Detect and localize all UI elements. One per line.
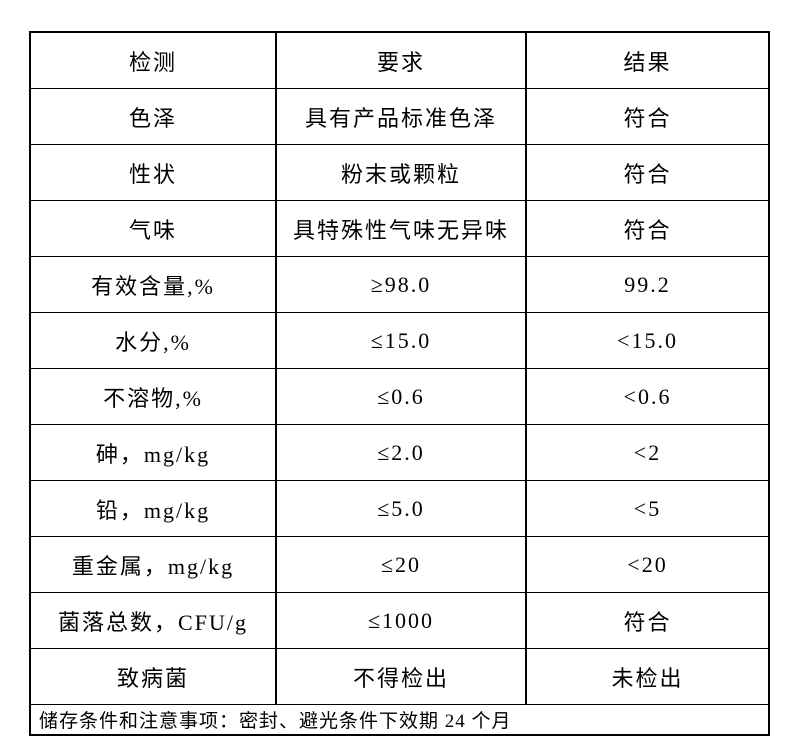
item-cell: 致病菌 [29,648,277,705]
requirement-cell: ≤5.0 [275,480,527,537]
item-cell: 铅，mg/kg [29,480,277,537]
item-cell: 气味 [29,200,277,257]
result-cell: 符合 [525,592,770,649]
result-cell: 符合 [525,88,770,145]
header-cell-inspection: 检测 [29,31,277,89]
result-cell: <0.6 [525,368,770,425]
table-header-row: 检测 要求 结果 [29,31,770,89]
table-row: 气味 具特殊性气味无异味 符合 [29,200,770,257]
requirement-cell: 不得检出 [275,648,527,705]
inspection-table: 检测 要求 结果 色泽 具有产品标准色泽 符合 性状 粉末或颗粒 符合 气味 具… [29,31,770,736]
requirement-cell: 粉末或颗粒 [275,144,527,201]
item-cell: 不溶物,% [29,368,277,425]
result-cell: <2 [525,424,770,481]
requirement-cell: ≤20 [275,536,527,593]
item-cell: 砷，mg/kg [29,424,277,481]
table-row: 铅，mg/kg ≤5.0 <5 [29,480,770,537]
requirement-cell: ≥98.0 [275,256,527,313]
table-row: 性状 粉末或颗粒 符合 [29,144,770,201]
item-cell: 有效含量,% [29,256,277,313]
item-cell: 重金属，mg/kg [29,536,277,593]
requirement-cell: ≤15.0 [275,312,527,369]
item-cell: 菌落总数，CFU/g [29,592,277,649]
item-cell: 性状 [29,144,277,201]
requirement-cell: ≤1000 [275,592,527,649]
result-cell: 未检出 [525,648,770,705]
table-row: 菌落总数，CFU/g ≤1000 符合 [29,592,770,649]
requirement-cell: ≤0.6 [275,368,527,425]
requirement-cell: 具特殊性气味无异味 [275,200,527,257]
table-row: 重金属，mg/kg ≤20 <20 [29,536,770,593]
header-cell-requirement: 要求 [275,31,527,89]
table-row: 砷，mg/kg ≤2.0 <2 [29,424,770,481]
result-cell: 符合 [525,144,770,201]
table-row: 有效含量,% ≥98.0 99.2 [29,256,770,313]
result-cell: 99.2 [525,256,770,313]
storage-note: 储存条件和注意事项：密封、避光条件下效期 24 个月 [29,704,770,736]
result-cell: <20 [525,536,770,593]
requirement-cell: 具有产品标准色泽 [275,88,527,145]
item-cell: 水分,% [29,312,277,369]
requirement-cell: ≤2.0 [275,424,527,481]
item-cell: 色泽 [29,88,277,145]
header-cell-result: 结果 [525,31,770,89]
result-cell: <5 [525,480,770,537]
result-cell: 符合 [525,200,770,257]
table-row: 不溶物,% ≤0.6 <0.6 [29,368,770,425]
table-row: 致病菌 不得检出 未检出 [29,648,770,705]
result-cell: <15.0 [525,312,770,369]
table-footer-row: 储存条件和注意事项：密封、避光条件下效期 24 个月 [29,704,770,736]
table-row: 水分,% ≤15.0 <15.0 [29,312,770,369]
table-row: 色泽 具有产品标准色泽 符合 [29,88,770,145]
